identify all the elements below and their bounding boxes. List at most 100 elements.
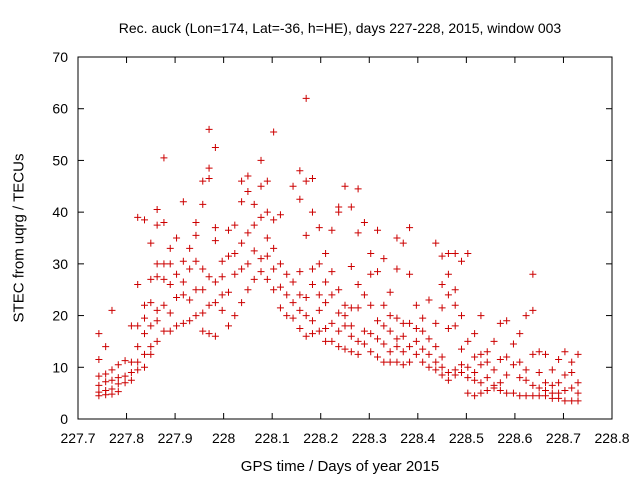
data-point [224,322,232,330]
data-point [347,203,355,211]
data-point [374,353,382,361]
data-point [529,306,537,314]
data-point [360,218,368,226]
data-point [548,381,556,389]
data-point [257,268,265,276]
data-point [386,288,394,296]
data-point [95,356,103,364]
data-point [121,379,129,387]
data-point [374,226,382,234]
x-axis-label: GPS time / Days of year 2015 [241,458,439,475]
data-point [147,343,155,351]
data-point [179,198,187,206]
data-point [199,286,207,294]
data-point [153,206,161,214]
data-point [380,340,388,348]
data-point [425,350,433,358]
data-point [322,337,330,345]
data-point [102,370,110,378]
data-point [192,231,200,239]
data-point [134,213,142,221]
data-point [289,314,297,322]
data-point [438,371,446,379]
data-point [464,250,472,258]
data-point [503,371,511,379]
data-point [211,299,219,307]
data-point [173,322,181,330]
data-point [238,198,246,206]
data-point [153,260,161,268]
data-point [399,361,407,369]
data-point [173,234,181,242]
data-point [444,368,452,376]
data-point [347,262,355,270]
data-point [263,252,271,260]
data-point [464,374,472,382]
data-point [335,343,343,351]
data-point [483,358,491,366]
data-point [244,172,252,180]
data-point [283,270,291,278]
axis-ticks [77,56,613,420]
data-point [102,387,110,395]
data-point [153,337,161,345]
data-point [522,392,530,400]
data-point [522,312,530,320]
data-point [335,286,343,294]
data-point [367,301,375,309]
data-point [270,244,278,252]
data-point [451,250,459,258]
data-point [192,286,200,294]
data-point [574,397,582,405]
data-point [490,337,498,345]
data-point [296,325,304,332]
data-point [380,301,388,309]
data-point [432,239,440,247]
data-point [302,312,310,320]
data-point [503,317,511,325]
data-point [516,330,524,338]
data-point [141,330,149,338]
data-point [341,312,349,320]
data-point [464,337,472,345]
data-point [380,322,388,330]
data-point [141,314,149,322]
data-point [257,255,265,263]
data-point [458,361,466,369]
data-point [238,177,246,185]
data-point [458,257,466,265]
data-point [335,309,343,317]
y-tick-label: 50 [52,152,68,168]
data-point [224,226,232,234]
data-point [438,281,446,289]
data-point [406,319,414,327]
data-point [238,299,246,307]
data-point [153,221,161,229]
data-point [360,291,368,299]
y-tick-label: 30 [52,256,68,272]
data-point [541,379,549,387]
data-point [347,322,355,330]
data-point [121,357,129,365]
data-point [464,389,472,397]
data-point [263,234,271,242]
data-point [354,337,362,345]
data-point [302,231,310,239]
data-point [263,275,271,283]
data-point [509,340,517,348]
data-point [218,291,226,299]
data-point [419,327,427,335]
data-point [516,392,524,400]
data-point [503,353,511,361]
data-point [134,366,142,374]
data-point [399,348,407,356]
data-point [406,343,414,351]
data-point [250,247,258,255]
data-point [444,291,452,299]
data-point [166,281,174,289]
data-point [374,317,382,325]
data-point [406,358,414,366]
x-tick-label: 227.9 [158,430,193,446]
data-point [244,229,252,237]
data-point [160,154,168,162]
